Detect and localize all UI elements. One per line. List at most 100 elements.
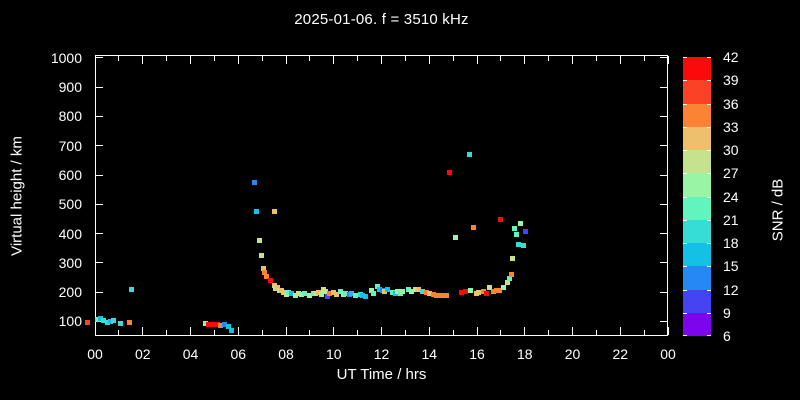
x-axis-minor-tick <box>166 330 168 335</box>
data-point <box>504 279 510 285</box>
x-axis-minor-tick <box>500 56 502 61</box>
colorbar-boundary-tick <box>707 126 711 128</box>
data-point <box>340 292 346 298</box>
colorbar-boundary-tick <box>707 196 711 198</box>
data-point <box>84 320 90 326</box>
colorbar-tick-label: 39 <box>723 72 739 89</box>
colorbar-segment <box>683 219 711 243</box>
colorbar-tick-label: 15 <box>723 258 739 275</box>
x-axis-tick <box>94 327 96 335</box>
data-point <box>444 292 450 298</box>
colorbar-boundary-tick <box>707 219 711 221</box>
x-axis-tick <box>428 56 430 64</box>
y-tick-label: 900 <box>58 79 82 96</box>
data-point <box>353 293 359 299</box>
colorbar-boundary-tick <box>683 266 687 268</box>
x-tick-label: 18 <box>516 346 533 362</box>
colorbar-tick-label: 30 <box>723 142 739 158</box>
y-axis-tick <box>96 262 103 264</box>
x-axis-tick <box>619 327 621 335</box>
data-point <box>334 292 340 298</box>
colorbar-boundary-tick <box>707 266 711 268</box>
data-point <box>480 289 486 295</box>
colorbar-tick-label: 6 <box>723 328 731 344</box>
data-point <box>375 284 381 290</box>
data-point <box>275 284 281 290</box>
colorbar-tick-label: 24 <box>723 188 739 205</box>
data-point <box>254 209 260 215</box>
data-point <box>258 252 264 258</box>
data-point <box>395 289 401 294</box>
data-point <box>360 293 366 299</box>
colorbar-boundary-tick <box>683 150 687 151</box>
colorbar-tick-label: 18 <box>723 235 739 251</box>
x-axis-tick <box>333 327 335 335</box>
data-point <box>382 289 388 294</box>
colorbar-boundary-tick <box>683 219 687 221</box>
chart-title: 2025-01-06. f = 3510 kHz <box>294 11 469 28</box>
y-axis-tick <box>660 233 667 235</box>
x-tick-label: 16 <box>469 346 485 362</box>
y-axis-tick <box>96 115 103 117</box>
data-point <box>101 318 107 324</box>
data-point <box>523 229 529 235</box>
data-point <box>369 288 375 294</box>
colorbar-boundary-tick <box>683 173 687 175</box>
y-tick-label: 300 <box>58 254 82 271</box>
data-point <box>459 290 465 296</box>
data-point <box>315 290 321 296</box>
data-point <box>452 234 458 240</box>
x-axis-minor-tick <box>595 56 597 61</box>
colorbar-boundary-tick <box>683 289 687 291</box>
colorbar-tick-label: 33 <box>723 118 739 135</box>
x-axis-minor-tick <box>213 56 215 61</box>
y-tick-label: 800 <box>58 108 82 125</box>
x-axis-tick <box>190 56 191 64</box>
data-point <box>257 238 263 244</box>
y-axis-tick <box>660 174 667 176</box>
data-point <box>126 320 132 326</box>
colorbar-tick-label: 27 <box>723 165 739 182</box>
data-point <box>501 284 507 290</box>
y-tick-label: 1000 <box>50 49 82 66</box>
data-point <box>487 285 493 291</box>
x-axis-minor-tick <box>452 56 454 61</box>
colorbar-boundary-tick <box>707 312 711 314</box>
data-point <box>218 322 224 328</box>
colorbar-title: SNR / dB <box>769 178 787 242</box>
x-axis-minor-tick <box>166 56 168 61</box>
x-axis-title: UT Time / hrs <box>336 366 427 383</box>
y-tick-label: 600 <box>58 167 82 183</box>
data-point <box>95 316 101 322</box>
x-axis-tick <box>476 56 478 64</box>
data-point <box>324 293 330 299</box>
data-point <box>514 232 520 238</box>
data-point <box>424 290 430 296</box>
data-point <box>377 287 383 293</box>
data-point <box>467 287 473 293</box>
data-point <box>405 286 411 292</box>
x-axis-minor-tick <box>357 56 359 61</box>
data-point <box>409 289 415 294</box>
colorbar-segment <box>683 103 711 127</box>
data-point <box>343 291 349 297</box>
colorbar-segment <box>683 150 711 174</box>
data-point <box>346 292 352 298</box>
data-point <box>400 288 406 294</box>
x-tick-label: 12 <box>373 346 390 362</box>
x-axis-tick <box>381 56 382 64</box>
data-point <box>506 276 512 282</box>
x-axis-tick <box>142 56 144 64</box>
data-point <box>331 290 337 296</box>
data-point <box>430 292 436 298</box>
data-point <box>516 241 522 247</box>
data-point <box>517 221 523 227</box>
data-point <box>215 322 221 328</box>
data-point <box>389 290 395 296</box>
data-point <box>446 169 452 175</box>
data-point <box>209 322 215 328</box>
x-axis-minor-tick <box>643 56 645 61</box>
data-point <box>226 323 232 329</box>
y-axis-tick <box>660 86 667 88</box>
data-point <box>221 322 227 328</box>
